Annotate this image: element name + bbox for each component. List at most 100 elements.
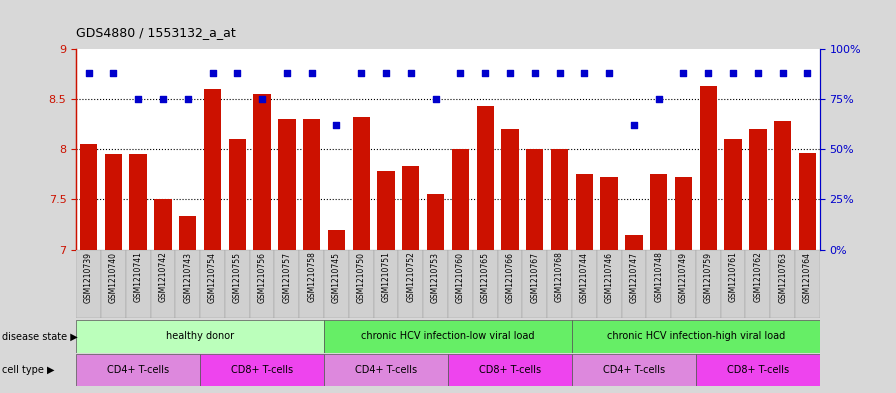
Bar <box>749 129 767 250</box>
Text: GSM1210750: GSM1210750 <box>357 252 366 303</box>
Bar <box>700 86 717 250</box>
Text: GSM1210760: GSM1210760 <box>456 252 465 303</box>
Point <box>354 70 368 76</box>
Bar <box>745 250 771 318</box>
Text: GSM1210762: GSM1210762 <box>754 252 762 303</box>
Bar <box>324 250 349 318</box>
Point <box>602 70 616 76</box>
Bar <box>551 149 568 250</box>
Point <box>156 96 170 102</box>
Bar <box>572 320 820 353</box>
Bar <box>724 139 742 250</box>
Bar <box>426 195 444 250</box>
Text: GSM1210756: GSM1210756 <box>257 252 267 303</box>
Bar <box>501 129 519 250</box>
Bar <box>497 250 522 318</box>
Text: GSM1210747: GSM1210747 <box>629 252 639 303</box>
Text: GSM1210741: GSM1210741 <box>134 252 142 303</box>
Text: disease state ▶: disease state ▶ <box>2 331 78 342</box>
Bar <box>324 320 572 353</box>
Point <box>230 70 245 76</box>
Bar <box>597 250 622 318</box>
Bar <box>278 119 296 250</box>
Text: GSM1210763: GSM1210763 <box>778 252 788 303</box>
Bar <box>76 250 101 318</box>
Point <box>751 70 765 76</box>
Point <box>379 70 393 76</box>
Point <box>131 96 145 102</box>
Bar <box>349 250 374 318</box>
Point <box>82 70 96 76</box>
Bar <box>696 354 820 386</box>
Point <box>651 96 666 102</box>
Point <box>107 70 121 76</box>
Point <box>577 70 591 76</box>
Bar <box>522 250 547 318</box>
Bar <box>572 250 597 318</box>
Text: GSM1210752: GSM1210752 <box>406 252 416 303</box>
Text: GSM1210748: GSM1210748 <box>654 252 663 303</box>
Text: chronic HCV infection-high viral load: chronic HCV infection-high viral load <box>607 331 785 342</box>
Bar <box>254 94 271 250</box>
Text: healthy donor: healthy donor <box>166 331 234 342</box>
Bar <box>526 149 544 250</box>
Bar <box>299 250 324 318</box>
Bar <box>448 250 473 318</box>
Text: GSM1210768: GSM1210768 <box>555 252 564 303</box>
Point <box>428 96 443 102</box>
Bar <box>720 250 745 318</box>
Bar <box>399 250 423 318</box>
Bar <box>328 230 345 250</box>
Bar <box>646 250 671 318</box>
Text: GSM1210740: GSM1210740 <box>108 252 118 303</box>
Text: CD8+ T-cells: CD8+ T-cells <box>727 365 789 375</box>
Text: GSM1210764: GSM1210764 <box>803 252 812 303</box>
Point <box>503 70 517 76</box>
Text: GDS4880 / 1553132_a_at: GDS4880 / 1553132_a_at <box>76 26 236 39</box>
Bar <box>76 320 324 353</box>
Bar <box>452 149 470 250</box>
Point <box>478 70 493 76</box>
Bar <box>795 250 820 318</box>
Bar <box>80 144 98 250</box>
Point <box>627 122 642 129</box>
Bar <box>423 250 448 318</box>
Point <box>553 70 567 76</box>
Point <box>404 70 418 76</box>
Text: GSM1210746: GSM1210746 <box>605 252 614 303</box>
Text: GSM1210751: GSM1210751 <box>382 252 391 303</box>
Text: GSM1210743: GSM1210743 <box>183 252 193 303</box>
Bar <box>377 171 395 250</box>
Bar <box>473 250 497 318</box>
Point <box>330 122 344 129</box>
Bar <box>105 154 122 250</box>
Bar <box>696 250 720 318</box>
Point <box>205 70 220 76</box>
Text: GSM1210758: GSM1210758 <box>307 252 316 303</box>
Text: GSM1210745: GSM1210745 <box>332 252 341 303</box>
Point <box>676 70 691 76</box>
Bar <box>600 177 618 250</box>
Text: GSM1210744: GSM1210744 <box>580 252 589 303</box>
Bar <box>675 177 693 250</box>
Point <box>702 70 716 76</box>
Point <box>453 70 468 76</box>
Bar <box>274 250 299 318</box>
Bar <box>774 121 791 250</box>
Text: GSM1210754: GSM1210754 <box>208 252 217 303</box>
Bar <box>575 174 593 250</box>
Text: GSM1210766: GSM1210766 <box>505 252 514 303</box>
Text: GSM1210742: GSM1210742 <box>159 252 168 303</box>
Point <box>528 70 542 76</box>
Text: GSM1210739: GSM1210739 <box>84 252 93 303</box>
Point <box>255 96 270 102</box>
Bar <box>547 250 572 318</box>
Bar <box>176 250 200 318</box>
Point <box>305 70 319 76</box>
Bar <box>622 250 646 318</box>
Bar <box>125 250 151 318</box>
Text: GSM1210755: GSM1210755 <box>233 252 242 303</box>
Text: GSM1210753: GSM1210753 <box>431 252 440 303</box>
Text: CD8+ T-cells: CD8+ T-cells <box>231 365 293 375</box>
Point <box>800 70 814 76</box>
